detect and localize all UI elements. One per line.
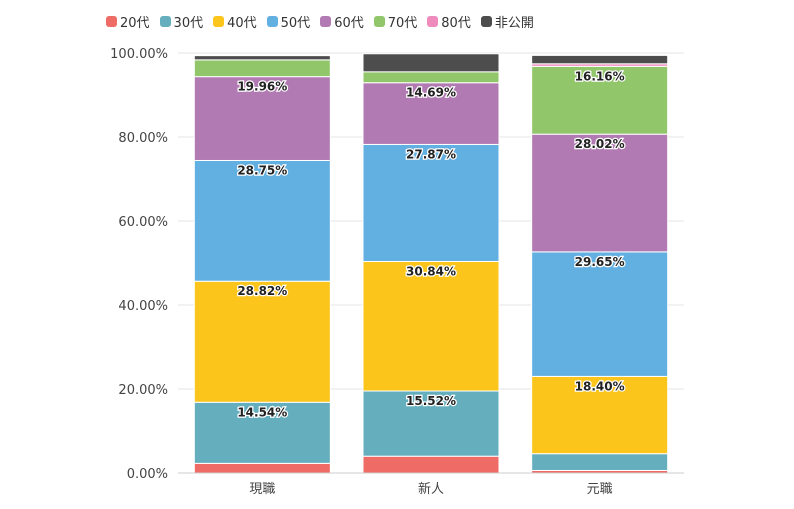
bar-segment <box>193 401 331 464</box>
legend-item[interactable]: 20代 <box>106 12 150 31</box>
legend-label: 20代 <box>120 16 150 31</box>
legend-label: 40代 <box>227 16 257 31</box>
x-tick-label: 元職 <box>587 482 613 497</box>
legend-label: 非公開 <box>494 16 534 31</box>
y-tick-label: 100.00% <box>110 47 168 62</box>
y-tick-label: 20.00% <box>118 383 168 398</box>
bar-segment <box>362 260 500 392</box>
y-tick-label: 80.00% <box>118 131 168 146</box>
legend-item[interactable]: 70代 <box>373 12 418 31</box>
legend-item[interactable]: 40代 <box>213 12 257 31</box>
bar-segment <box>193 76 331 161</box>
data-label: 19.96% <box>237 80 287 94</box>
data-label: 28.02% <box>575 137 625 151</box>
legend-swatch <box>320 16 332 27</box>
legend-swatch <box>480 16 492 27</box>
chart-legend: 20代 30代 40代 50代 60代 70代 80代 非公開 <box>106 12 544 31</box>
legend-item[interactable]: 60代 <box>320 12 364 31</box>
data-label: 16.16% <box>575 69 625 83</box>
data-label: 14.54% <box>237 405 287 419</box>
bar-segment <box>531 133 669 253</box>
bar-segment <box>193 55 331 61</box>
y-tick-label: 60.00% <box>118 215 168 230</box>
legend-swatch <box>213 16 225 27</box>
legend-item[interactable]: 非公開 <box>480 12 534 31</box>
legend-item[interactable]: 80代 <box>427 12 471 31</box>
x-tick-label: 現職 <box>249 482 275 497</box>
bar-segment <box>531 65 669 135</box>
legend-label: 70代 <box>387 16 418 31</box>
bar-segment <box>531 54 669 65</box>
bar-segment <box>362 143 500 262</box>
bar-segment <box>531 251 669 377</box>
legend-label: 30代 <box>173 16 204 31</box>
x-tick-label: 新人 <box>418 481 444 497</box>
bar-segment <box>362 53 500 73</box>
legend-swatch <box>373 16 385 27</box>
bar-segment <box>193 159 331 282</box>
data-label: 18.40% <box>575 379 625 393</box>
legend-swatch <box>159 16 171 27</box>
legend-swatch <box>427 16 439 27</box>
legend-swatch <box>106 16 117 27</box>
data-label: 15.52% <box>406 394 456 408</box>
legend-item[interactable]: 30代 <box>159 12 204 31</box>
legend-item[interactable]: 50代 <box>266 12 311 31</box>
legend-label: 80代 <box>441 16 471 31</box>
bar-segment <box>193 462 331 474</box>
legend-label: 50代 <box>280 16 311 31</box>
data-label: 28.82% <box>237 284 287 298</box>
bar-segment <box>362 390 500 457</box>
data-label: 27.87% <box>406 147 456 161</box>
legend-swatch <box>266 16 278 27</box>
bar-segment <box>193 59 331 78</box>
legend-label: 60代 <box>334 16 364 31</box>
data-label: 28.75% <box>237 163 287 177</box>
data-label: 14.69% <box>406 86 456 100</box>
data-label: 30.84% <box>406 264 456 278</box>
bar-segment <box>362 71 500 84</box>
bar-segment <box>193 280 331 403</box>
data-label: 29.65% <box>575 255 625 269</box>
y-tick-label: 0.00% <box>127 467 168 482</box>
bar-segment <box>362 455 500 474</box>
bar-segment <box>531 453 669 471</box>
y-tick-label: 40.00% <box>118 299 168 314</box>
